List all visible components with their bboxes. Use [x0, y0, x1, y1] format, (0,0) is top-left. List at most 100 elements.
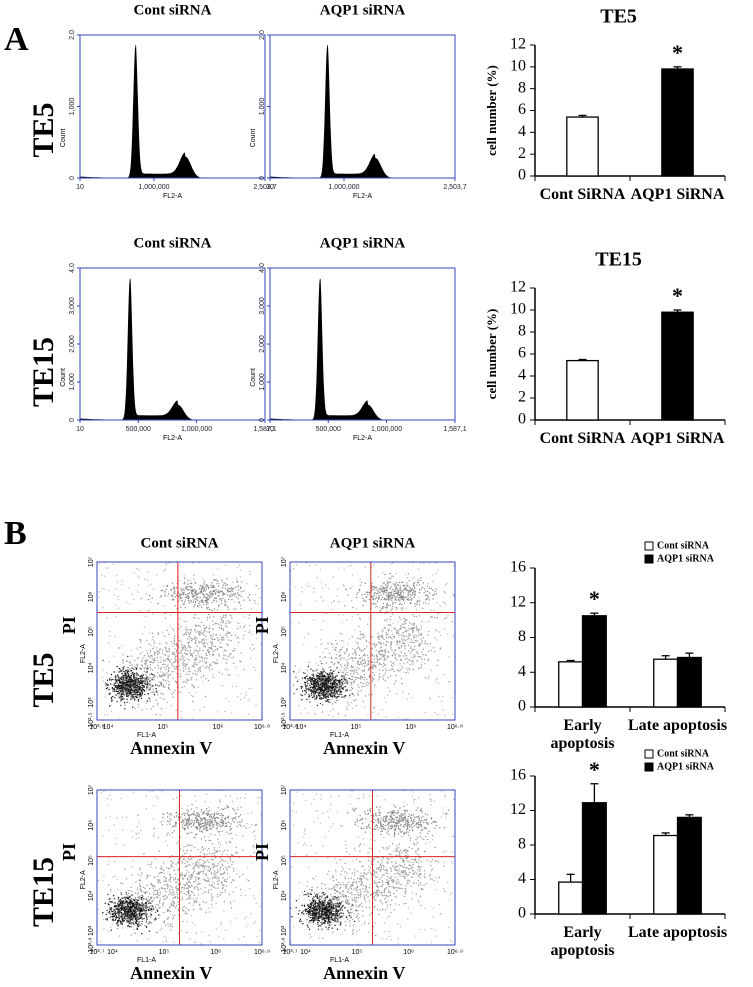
dot	[209, 615, 210, 616]
dot	[195, 886, 196, 887]
dot	[452, 713, 453, 714]
dot	[325, 673, 326, 674]
dot	[137, 591, 138, 592]
dot	[127, 656, 128, 657]
dot	[214, 598, 215, 599]
dot	[225, 655, 226, 656]
dot	[130, 692, 131, 693]
dot	[150, 651, 151, 652]
dot	[311, 683, 312, 684]
dot	[367, 657, 368, 658]
dot	[202, 660, 203, 661]
dot	[427, 678, 428, 679]
dot	[173, 630, 174, 631]
dot	[369, 676, 370, 677]
dot	[130, 918, 131, 919]
dot	[313, 693, 314, 694]
dot	[206, 597, 207, 598]
dot	[400, 597, 401, 598]
dot	[334, 693, 335, 694]
dot	[242, 638, 243, 639]
dot	[117, 693, 118, 694]
dot-plot-x-tick-label: 10⁶·⁸	[447, 724, 463, 731]
dot	[404, 672, 405, 673]
dot	[115, 676, 116, 677]
dot	[380, 610, 381, 611]
dot	[357, 678, 358, 679]
dot	[102, 607, 103, 608]
dot	[178, 628, 179, 629]
dot	[415, 606, 416, 607]
dot	[210, 635, 211, 636]
dot	[191, 695, 192, 696]
dot	[346, 709, 347, 710]
dot	[305, 678, 306, 679]
dot	[117, 925, 118, 926]
dot	[368, 662, 369, 663]
dot	[317, 677, 318, 678]
dot-plot-x-tick-label: 10⁶·⁸	[254, 724, 270, 731]
dot	[117, 680, 118, 681]
dot	[323, 677, 324, 678]
dot	[414, 623, 415, 624]
dot	[164, 654, 165, 655]
dot	[128, 898, 129, 899]
dot	[206, 666, 207, 667]
dot	[240, 699, 241, 700]
dot	[230, 614, 231, 615]
dot	[136, 672, 137, 673]
dot	[171, 665, 172, 666]
dot	[409, 664, 410, 665]
dot	[206, 631, 207, 632]
dot	[341, 682, 342, 683]
dot	[174, 644, 175, 645]
dot	[109, 907, 110, 908]
dot	[421, 588, 422, 589]
dot	[342, 672, 343, 673]
dot	[346, 619, 347, 620]
dot	[173, 589, 174, 590]
dot	[419, 584, 420, 585]
dot	[127, 671, 128, 672]
dot-plot-y-tick-label: 10³	[88, 697, 95, 708]
dot	[185, 597, 186, 598]
dot	[123, 662, 124, 663]
dot	[442, 696, 443, 697]
dot	[446, 583, 447, 584]
dot	[199, 647, 200, 648]
dot	[341, 694, 342, 695]
dot	[231, 595, 232, 596]
dot	[210, 594, 211, 595]
dot	[111, 697, 112, 698]
dot	[220, 642, 221, 643]
dot	[428, 659, 429, 660]
dot	[213, 616, 214, 617]
dot	[359, 648, 360, 649]
dot	[373, 597, 374, 598]
dot	[254, 603, 255, 604]
dot	[206, 658, 207, 659]
dot	[343, 670, 344, 671]
dot	[409, 580, 410, 581]
dot	[411, 651, 412, 652]
dot	[420, 580, 421, 581]
dot	[344, 668, 345, 669]
histogram-y-tick-label: 4,0	[69, 263, 76, 273]
dot	[201, 871, 202, 872]
dot	[115, 918, 116, 919]
dot	[417, 641, 418, 642]
dot	[374, 686, 375, 687]
dot	[171, 663, 172, 664]
dot	[387, 590, 388, 591]
dot	[117, 675, 118, 676]
dot	[372, 664, 373, 665]
dot	[336, 595, 337, 596]
dot	[332, 670, 333, 671]
dot	[163, 664, 164, 665]
dot	[312, 670, 313, 671]
dot	[112, 913, 113, 914]
dot	[132, 672, 133, 673]
dot	[423, 649, 424, 650]
dot	[193, 664, 194, 665]
dot	[389, 577, 390, 578]
